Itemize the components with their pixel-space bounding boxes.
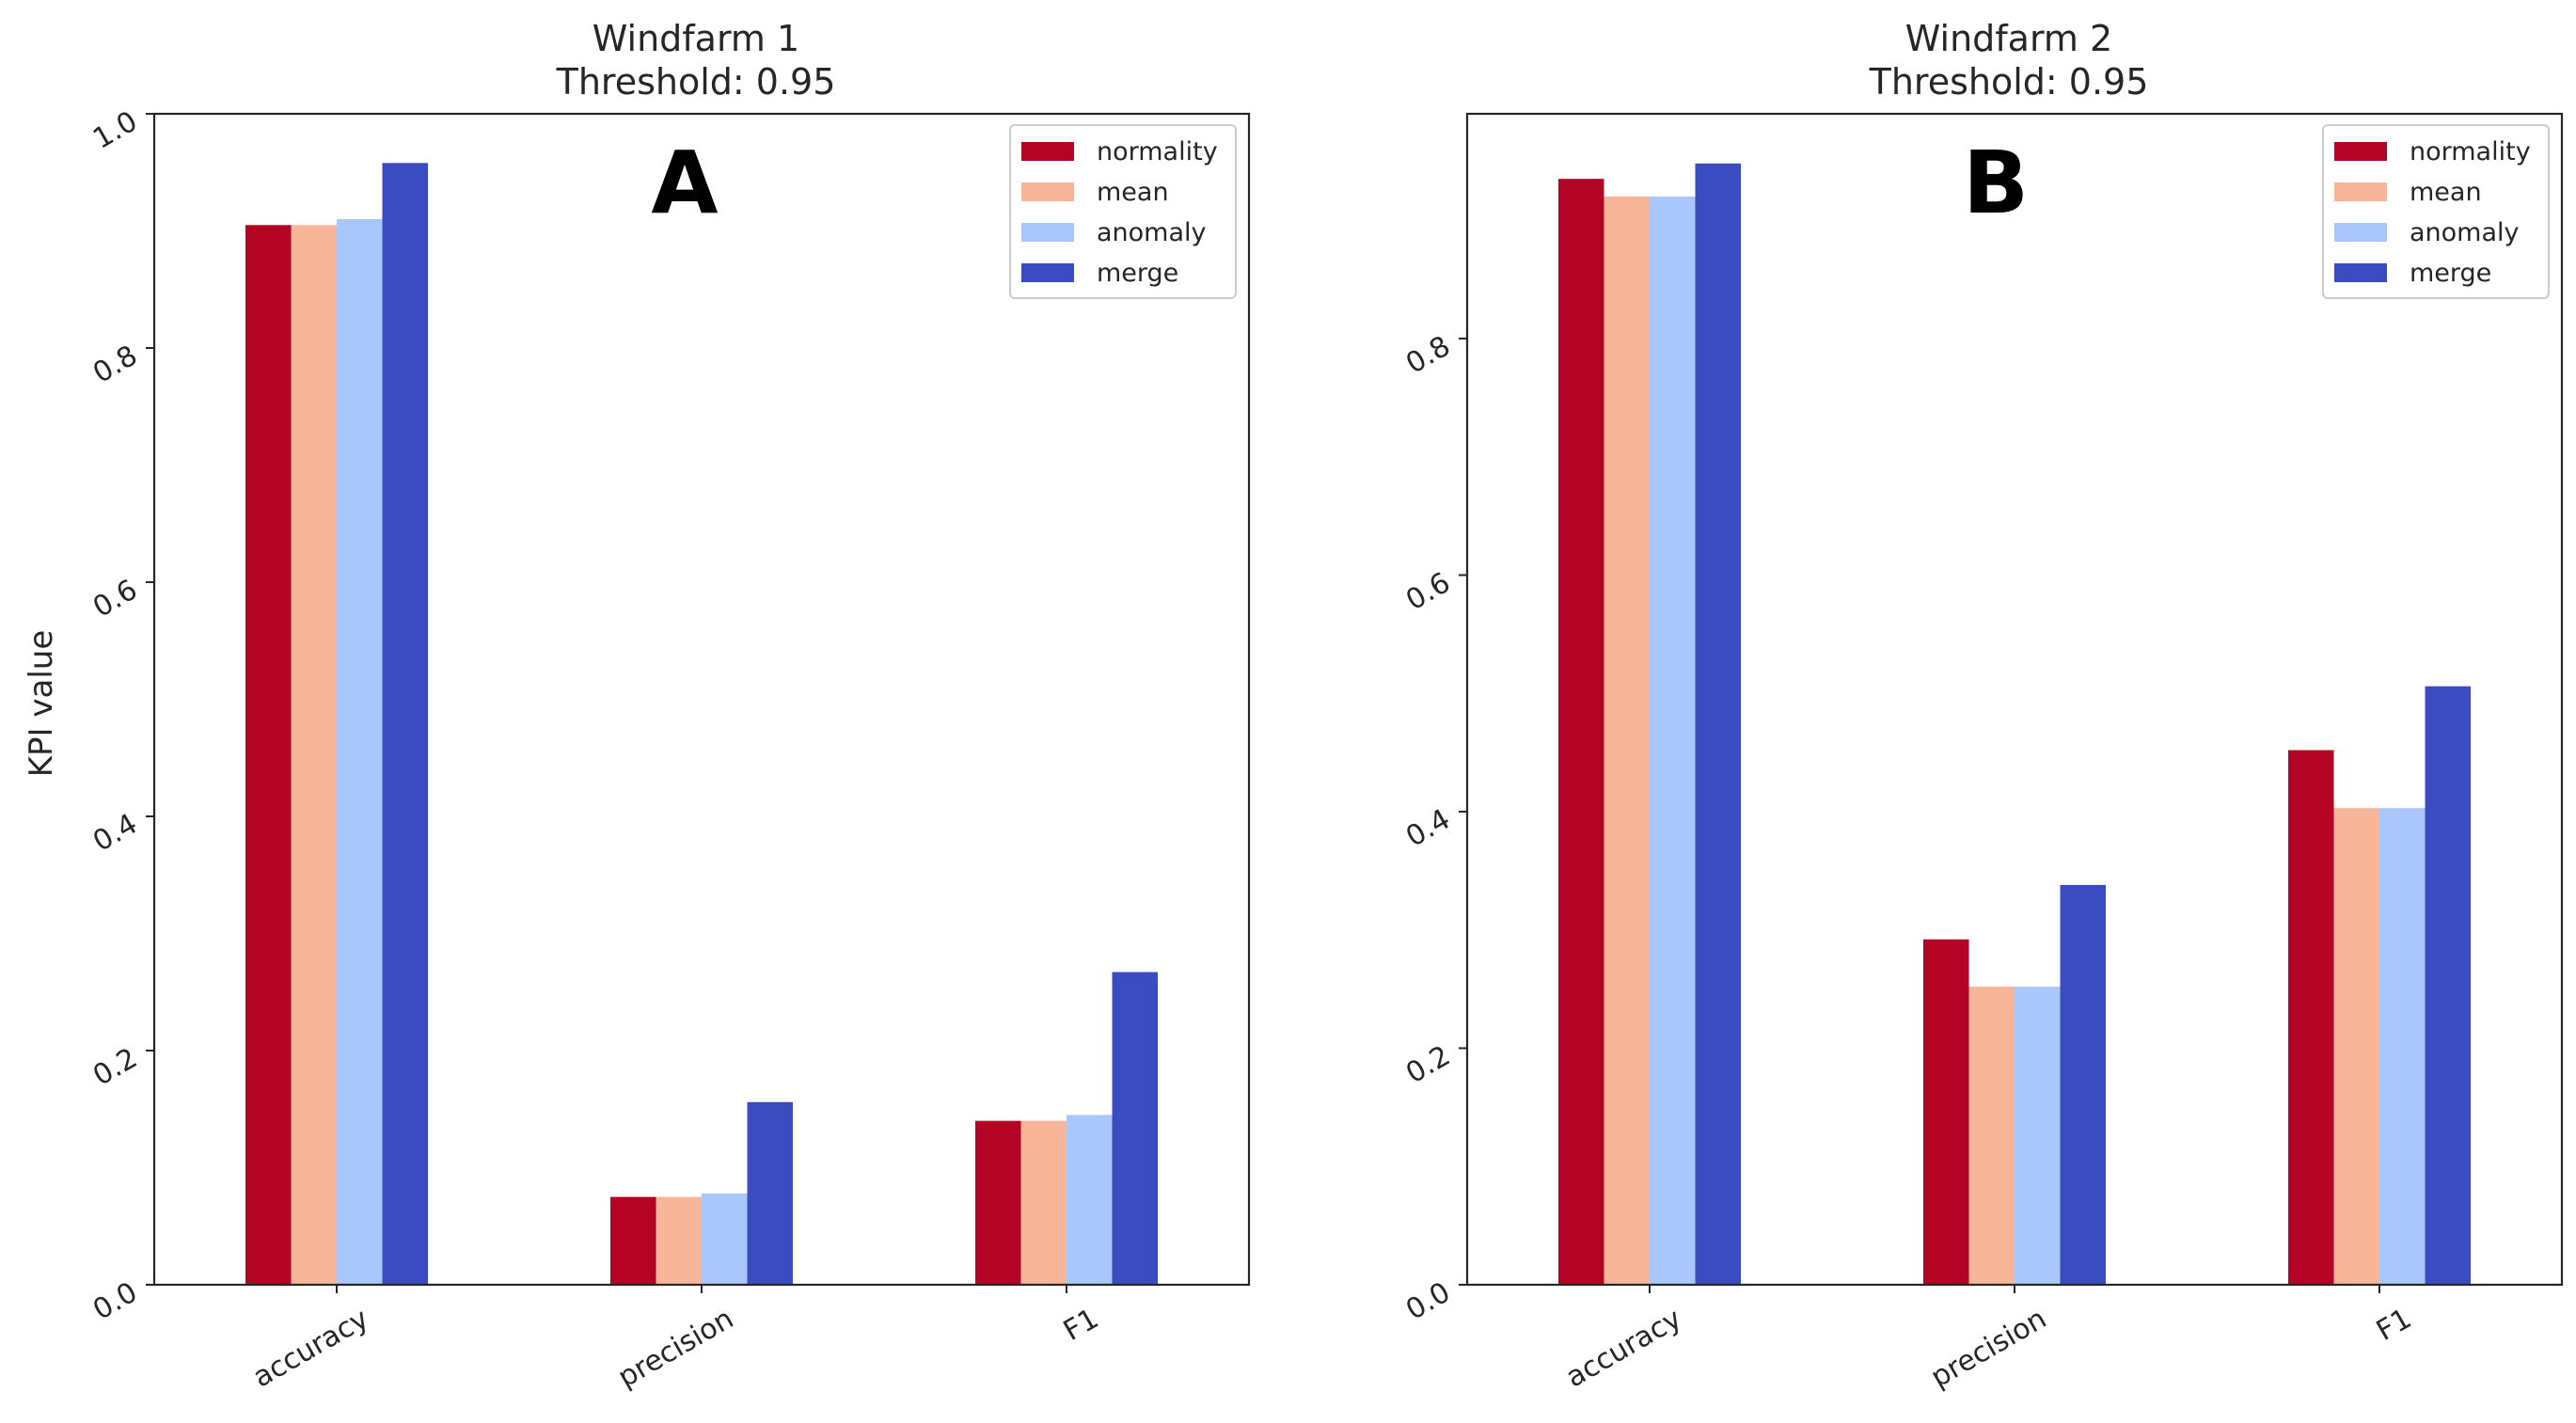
y-tick-label: 0.4: [1400, 803, 1456, 854]
bar-merge-f1: [1112, 972, 1158, 1285]
bar-normality-f1: [2288, 750, 2334, 1285]
panel-label: A: [651, 133, 718, 233]
bar-merge-accuracy: [382, 163, 428, 1285]
x-tick-label-precision: precision: [612, 1303, 739, 1395]
legend: normality mean anomaly merge: [2322, 124, 2550, 299]
legend-label-merge: merge: [1097, 259, 1178, 288]
bar-mean-accuracy: [291, 225, 337, 1285]
bar-merge-accuracy: [1695, 163, 1741, 1286]
chart-subtitle: Threshold: 0.95: [556, 61, 836, 103]
y-tick-label: 1.0: [87, 105, 143, 156]
legend-swatch-anomaly: [2334, 223, 2387, 242]
legend-swatch-anomaly: [1021, 223, 1074, 242]
bar-anomaly-f1: [2379, 808, 2426, 1285]
legend-swatch-merge: [2334, 263, 2387, 282]
bar-anomaly-accuracy: [337, 219, 383, 1285]
legend-swatch-normality: [1021, 142, 1074, 161]
bar-merge-f1: [2425, 686, 2471, 1285]
bar-mean-f1: [2333, 808, 2379, 1285]
y-tick-label: 0.0: [87, 1276, 143, 1327]
bar-anomaly-precision: [702, 1193, 748, 1285]
bar-normality-accuracy: [245, 225, 292, 1285]
bar-mean-f1: [1020, 1120, 1067, 1285]
y-tick-label: 0.6: [87, 574, 143, 625]
legend-label-mean: mean: [2410, 178, 2482, 207]
legend-label-anomaly: anomaly: [1097, 218, 1207, 247]
x-tick-label-f1: F1: [2371, 1303, 2417, 1348]
y-tick-label: 0.0: [1400, 1276, 1456, 1327]
y-tick-label: 0.2: [87, 1042, 143, 1093]
bar-merge-precision: [747, 1101, 793, 1285]
bar-normality-f1: [975, 1120, 1021, 1285]
legend-swatch-mean: [2334, 182, 2387, 201]
legend-box: [2322, 124, 2550, 299]
bar-normality-precision: [610, 1196, 656, 1285]
y-axis-label: KPI value: [23, 630, 60, 778]
chart-title: Windfarm 2: [1905, 18, 2112, 59]
y-tick-label: 0.2: [1400, 1039, 1456, 1090]
legend-box: [1009, 124, 1237, 299]
y-tick-label: 0.8: [1400, 330, 1456, 381]
bar-normality-accuracy: [1558, 179, 1604, 1286]
legend: normality mean anomaly merge: [1009, 124, 1237, 299]
bar-anomaly-precision: [2015, 987, 2061, 1285]
x-tick-label-accuracy: accuracy: [247, 1303, 374, 1395]
legend-label-normality: normality: [2410, 137, 2531, 166]
legend-label-merge: merge: [2410, 259, 2491, 288]
panel-label: B: [1963, 133, 2029, 233]
legend-label-mean: mean: [1097, 178, 1169, 207]
y-tick-label: 0.4: [87, 808, 143, 859]
bar-normality-precision: [1923, 939, 1969, 1285]
x-tick-label-accuracy: accuracy: [1560, 1303, 1687, 1395]
chart-subtitle: Threshold: 0.95: [1869, 61, 2149, 103]
y-tick-label: 0.6: [1400, 566, 1456, 617]
bar-merge-precision: [2060, 884, 2106, 1285]
y-tick-label: 0.8: [87, 340, 143, 390]
x-tick-label-precision: precision: [1925, 1303, 2052, 1395]
x-tick-label-f1: F1: [1058, 1303, 1104, 1348]
legend-swatch-merge: [1021, 263, 1074, 282]
legend-label-anomaly: anomaly: [2410, 218, 2520, 247]
legend-swatch-normality: [2334, 142, 2387, 161]
bar-mean-precision: [1968, 987, 2015, 1285]
legend-label-normality: normality: [1097, 137, 1218, 166]
bar-mean-accuracy: [1604, 197, 1650, 1286]
bar-anomaly-accuracy: [1650, 197, 1696, 1286]
chart-title: Windfarm 1: [593, 18, 799, 59]
legend-swatch-mean: [1021, 182, 1074, 201]
bar-mean-precision: [656, 1196, 702, 1285]
bar-anomaly-f1: [1067, 1115, 1113, 1285]
